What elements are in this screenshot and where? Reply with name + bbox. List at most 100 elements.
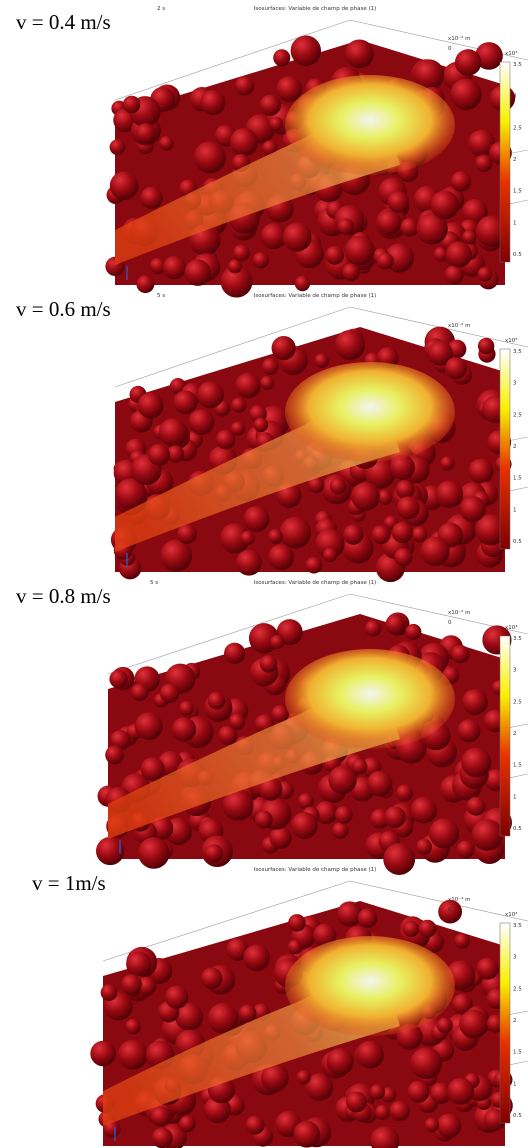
particle xyxy=(367,771,393,797)
particle xyxy=(151,1106,171,1126)
particle xyxy=(293,1121,320,1148)
panel: Isosurfaces: Variable de champ de phase … xyxy=(105,6,528,298)
particle xyxy=(396,480,415,499)
colorbar-tick-label: 2 xyxy=(513,157,517,163)
particle xyxy=(460,496,486,522)
particle xyxy=(138,392,164,418)
particle xyxy=(377,252,394,269)
particle xyxy=(459,1010,488,1039)
panel-label: v = 0.6 m/s xyxy=(8,293,119,326)
particle xyxy=(383,843,415,875)
particle xyxy=(260,376,274,390)
particle xyxy=(109,670,127,688)
particle xyxy=(173,390,197,414)
particle xyxy=(136,123,156,143)
particle xyxy=(123,96,141,114)
particle xyxy=(337,901,362,926)
particle xyxy=(118,1040,148,1070)
panel-label: v = 0.4 m/s xyxy=(8,6,119,39)
colorbar-tick-label: 1.5 xyxy=(513,1050,522,1056)
particle xyxy=(172,717,196,741)
colorbar-tick-label: 3 xyxy=(513,94,517,100)
particle xyxy=(343,524,363,544)
particle xyxy=(451,645,469,663)
colorbar-unit: x10³ xyxy=(505,337,517,344)
colorbar-tick-label: 1.5 xyxy=(513,763,522,769)
panel: Isosurfaces: Variable de champ de phase … xyxy=(111,293,528,582)
particle xyxy=(246,1116,265,1135)
particle xyxy=(346,1091,367,1112)
particle xyxy=(160,684,179,703)
colorbar-tick-label: 1.5 xyxy=(513,189,522,195)
particle xyxy=(323,548,337,562)
scale-unit: x10⁻⁴ m xyxy=(448,322,470,329)
time-label: 5 s xyxy=(157,293,165,299)
particle xyxy=(397,496,420,519)
particle xyxy=(342,264,359,281)
particle xyxy=(450,78,481,109)
particle xyxy=(241,531,255,545)
colorbar-tick-label: 2.5 xyxy=(513,125,522,131)
particle xyxy=(260,95,281,116)
particle xyxy=(384,806,406,828)
particle xyxy=(462,689,488,715)
colorbar-tick-label: 2.5 xyxy=(513,412,522,418)
particle xyxy=(335,330,365,360)
time-label: 2 s xyxy=(157,6,165,12)
particle xyxy=(131,684,148,701)
scale-zero: 0 xyxy=(448,46,452,52)
particle xyxy=(255,811,273,829)
particle xyxy=(235,76,254,95)
figure: Isosurfaces: Variable de champ de phase … xyxy=(0,0,528,1148)
particle xyxy=(270,827,292,849)
colorbar-tick-label: 3.5 xyxy=(513,636,522,642)
particle xyxy=(345,236,375,266)
particle xyxy=(412,527,428,543)
particle xyxy=(159,136,173,150)
particle xyxy=(403,921,419,937)
colorbar-unit: x10³ xyxy=(505,911,517,918)
particle xyxy=(351,482,380,511)
particle xyxy=(394,548,412,566)
particle xyxy=(365,620,381,636)
particle xyxy=(327,1048,354,1075)
particle xyxy=(125,1019,141,1035)
particle xyxy=(229,714,245,730)
panel-title: Isosurfaces: Variable de champ de phase … xyxy=(254,6,377,12)
colorbar-tick-label: 2.5 xyxy=(513,699,522,705)
colorbar-tick-label: 1.5 xyxy=(513,476,522,482)
particle xyxy=(358,908,377,927)
particle xyxy=(280,517,312,549)
colorbar xyxy=(500,62,510,262)
particle xyxy=(236,550,262,576)
colorbar-tick-label: 3.5 xyxy=(513,62,522,68)
particle xyxy=(328,766,356,794)
particle xyxy=(410,1047,442,1079)
scale-zero: 0 xyxy=(448,333,452,339)
particle xyxy=(90,1041,116,1067)
particle xyxy=(262,358,279,375)
particle xyxy=(385,614,405,634)
particle xyxy=(372,525,391,544)
particle xyxy=(451,171,471,191)
particle xyxy=(407,1081,429,1103)
particle xyxy=(105,746,124,765)
panel-label: v = 1m/s xyxy=(24,867,114,900)
particle xyxy=(356,1041,384,1069)
particle xyxy=(136,275,154,293)
particle xyxy=(276,76,302,102)
colorbar-tick-label: 3 xyxy=(513,381,517,387)
particle xyxy=(141,757,165,781)
particle xyxy=(387,191,409,213)
colorbar-tick-label: 3 xyxy=(513,668,517,674)
particle xyxy=(392,522,413,543)
colorbar xyxy=(500,636,510,836)
particle xyxy=(138,837,170,869)
particle xyxy=(269,117,283,131)
hot-blob xyxy=(285,362,455,462)
particle xyxy=(416,839,432,855)
colorbar-tick-label: 2 xyxy=(513,1018,517,1024)
particle xyxy=(140,187,162,209)
particle xyxy=(152,1127,173,1148)
particle xyxy=(440,456,454,470)
